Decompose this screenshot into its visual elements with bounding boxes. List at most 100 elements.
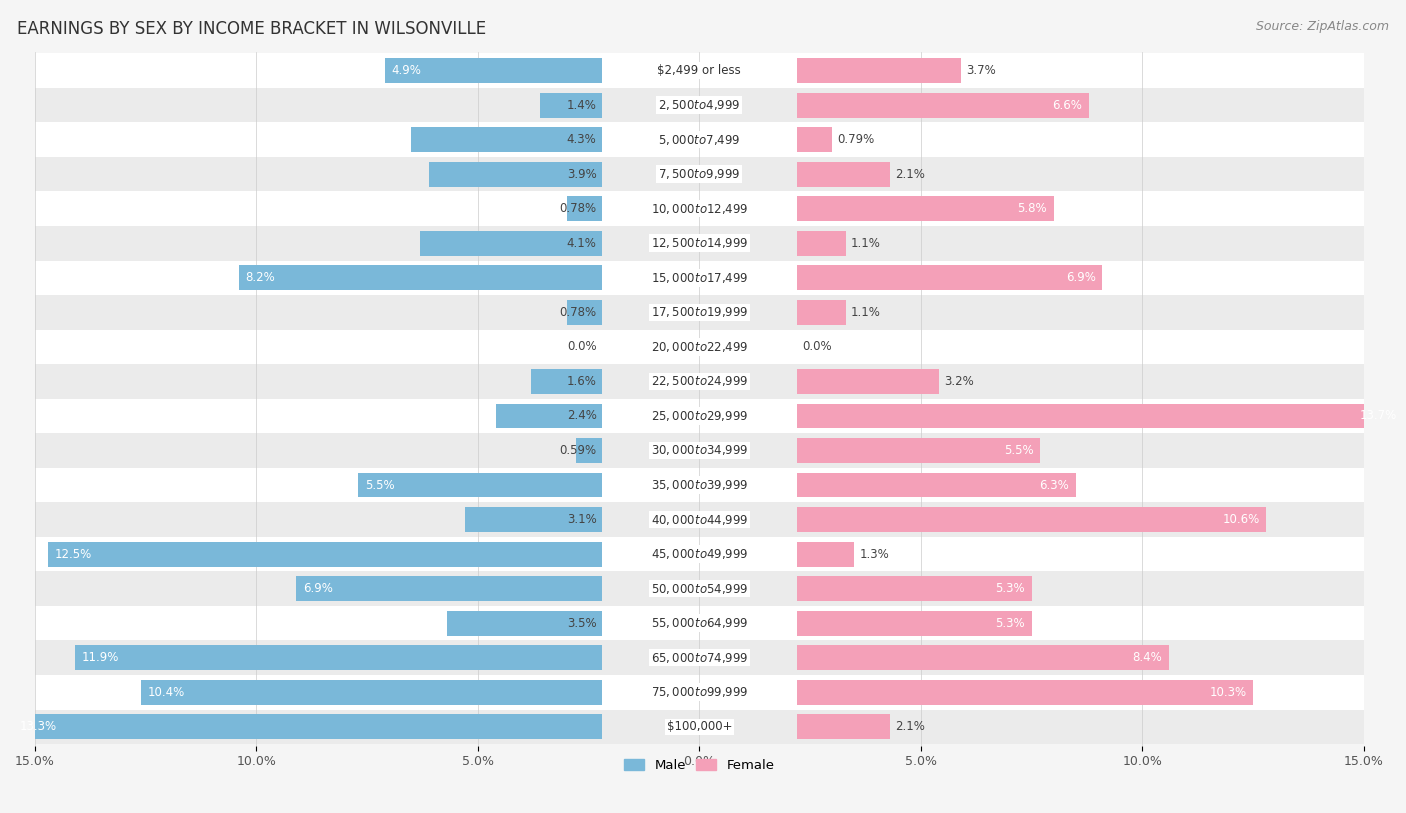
Text: $40,000 to $44,999: $40,000 to $44,999 bbox=[651, 512, 748, 527]
Bar bbox=[35, 433, 1364, 467]
Text: 8.2%: 8.2% bbox=[245, 272, 276, 285]
Text: $75,000 to $99,999: $75,000 to $99,999 bbox=[651, 685, 748, 699]
Bar bbox=[464, 507, 602, 532]
Bar bbox=[35, 329, 1364, 364]
Bar bbox=[797, 403, 1403, 428]
Text: 5.3%: 5.3% bbox=[995, 582, 1025, 595]
Text: 4.3%: 4.3% bbox=[567, 133, 596, 146]
Text: 8.4%: 8.4% bbox=[1132, 651, 1163, 664]
Text: $7,500 to $9,999: $7,500 to $9,999 bbox=[658, 167, 741, 181]
Bar bbox=[13, 715, 602, 739]
Bar bbox=[797, 369, 939, 393]
Bar bbox=[797, 576, 1032, 601]
Bar bbox=[797, 438, 1040, 463]
Bar bbox=[35, 295, 1364, 329]
Bar bbox=[35, 502, 1364, 537]
Text: 2.1%: 2.1% bbox=[896, 720, 925, 733]
Bar bbox=[797, 472, 1076, 498]
Bar bbox=[297, 576, 602, 601]
Text: $55,000 to $64,999: $55,000 to $64,999 bbox=[651, 616, 748, 630]
Legend: Male, Female: Male, Female bbox=[619, 754, 780, 777]
Text: 0.78%: 0.78% bbox=[560, 202, 596, 215]
Text: 10.4%: 10.4% bbox=[148, 685, 186, 698]
Bar bbox=[797, 265, 1102, 290]
Bar bbox=[797, 611, 1032, 636]
Text: 13.7%: 13.7% bbox=[1360, 410, 1398, 423]
Text: 5.3%: 5.3% bbox=[995, 617, 1025, 630]
Bar bbox=[359, 472, 602, 498]
Text: 1.1%: 1.1% bbox=[851, 237, 880, 250]
Bar bbox=[429, 162, 602, 187]
Bar bbox=[797, 59, 960, 83]
Bar bbox=[35, 54, 1364, 88]
Bar bbox=[495, 403, 602, 428]
Bar bbox=[540, 93, 602, 118]
Text: 6.3%: 6.3% bbox=[1039, 479, 1069, 492]
Text: 10.6%: 10.6% bbox=[1222, 513, 1260, 526]
Text: $50,000 to $54,999: $50,000 to $54,999 bbox=[651, 581, 748, 596]
Text: 3.2%: 3.2% bbox=[943, 375, 973, 388]
Text: $2,499 or less: $2,499 or less bbox=[658, 64, 741, 77]
Text: 12.5%: 12.5% bbox=[55, 548, 93, 561]
Bar bbox=[797, 541, 855, 567]
Bar bbox=[35, 467, 1364, 502]
Text: $5,000 to $7,499: $5,000 to $7,499 bbox=[658, 133, 741, 146]
Text: 0.0%: 0.0% bbox=[567, 341, 596, 354]
Text: 0.0%: 0.0% bbox=[801, 341, 832, 354]
Text: 4.1%: 4.1% bbox=[567, 237, 596, 250]
Bar bbox=[420, 231, 602, 256]
Text: 1.1%: 1.1% bbox=[851, 306, 880, 319]
Bar bbox=[568, 300, 602, 324]
Text: 1.6%: 1.6% bbox=[567, 375, 596, 388]
Bar bbox=[35, 123, 1364, 157]
Text: 5.5%: 5.5% bbox=[366, 479, 395, 492]
Text: 3.7%: 3.7% bbox=[966, 64, 995, 77]
Text: $30,000 to $34,999: $30,000 to $34,999 bbox=[651, 443, 748, 458]
Text: 3.9%: 3.9% bbox=[567, 167, 596, 180]
Text: 0.79%: 0.79% bbox=[837, 133, 875, 146]
Text: 1.3%: 1.3% bbox=[859, 548, 890, 561]
Text: 6.6%: 6.6% bbox=[1053, 98, 1083, 111]
Bar bbox=[35, 260, 1364, 295]
Text: $17,500 to $19,999: $17,500 to $19,999 bbox=[651, 306, 748, 320]
Text: 5.8%: 5.8% bbox=[1018, 202, 1047, 215]
Text: 6.9%: 6.9% bbox=[1066, 272, 1095, 285]
Text: 13.3%: 13.3% bbox=[20, 720, 56, 733]
Bar bbox=[412, 127, 602, 152]
Bar bbox=[48, 541, 602, 567]
Text: 5.5%: 5.5% bbox=[1004, 444, 1033, 457]
Bar bbox=[35, 226, 1364, 260]
Bar bbox=[531, 369, 602, 393]
Bar bbox=[797, 300, 845, 324]
Bar bbox=[239, 265, 602, 290]
Bar bbox=[35, 572, 1364, 606]
Text: 3.1%: 3.1% bbox=[567, 513, 596, 526]
Bar bbox=[568, 196, 602, 221]
Bar bbox=[797, 715, 890, 739]
Text: 4.9%: 4.9% bbox=[391, 64, 422, 77]
Text: 2.1%: 2.1% bbox=[896, 167, 925, 180]
Text: $45,000 to $49,999: $45,000 to $49,999 bbox=[651, 547, 748, 561]
Bar bbox=[797, 680, 1253, 705]
Bar bbox=[797, 507, 1267, 532]
Bar bbox=[75, 646, 602, 670]
Bar bbox=[35, 675, 1364, 710]
Bar bbox=[576, 438, 602, 463]
Text: $35,000 to $39,999: $35,000 to $39,999 bbox=[651, 478, 748, 492]
Text: $15,000 to $17,499: $15,000 to $17,499 bbox=[651, 271, 748, 285]
Text: $25,000 to $29,999: $25,000 to $29,999 bbox=[651, 409, 748, 423]
Bar bbox=[797, 93, 1090, 118]
Bar bbox=[797, 127, 832, 152]
Text: 11.9%: 11.9% bbox=[82, 651, 120, 664]
Text: 2.4%: 2.4% bbox=[567, 410, 596, 423]
Text: 0.78%: 0.78% bbox=[560, 306, 596, 319]
Bar bbox=[35, 157, 1364, 191]
Text: $100,000+: $100,000+ bbox=[666, 720, 733, 733]
Bar bbox=[35, 641, 1364, 675]
Text: $22,500 to $24,999: $22,500 to $24,999 bbox=[651, 375, 748, 389]
Bar bbox=[35, 537, 1364, 572]
Text: 3.5%: 3.5% bbox=[567, 617, 596, 630]
Bar bbox=[35, 88, 1364, 123]
Text: $65,000 to $74,999: $65,000 to $74,999 bbox=[651, 650, 748, 665]
Bar bbox=[797, 231, 845, 256]
